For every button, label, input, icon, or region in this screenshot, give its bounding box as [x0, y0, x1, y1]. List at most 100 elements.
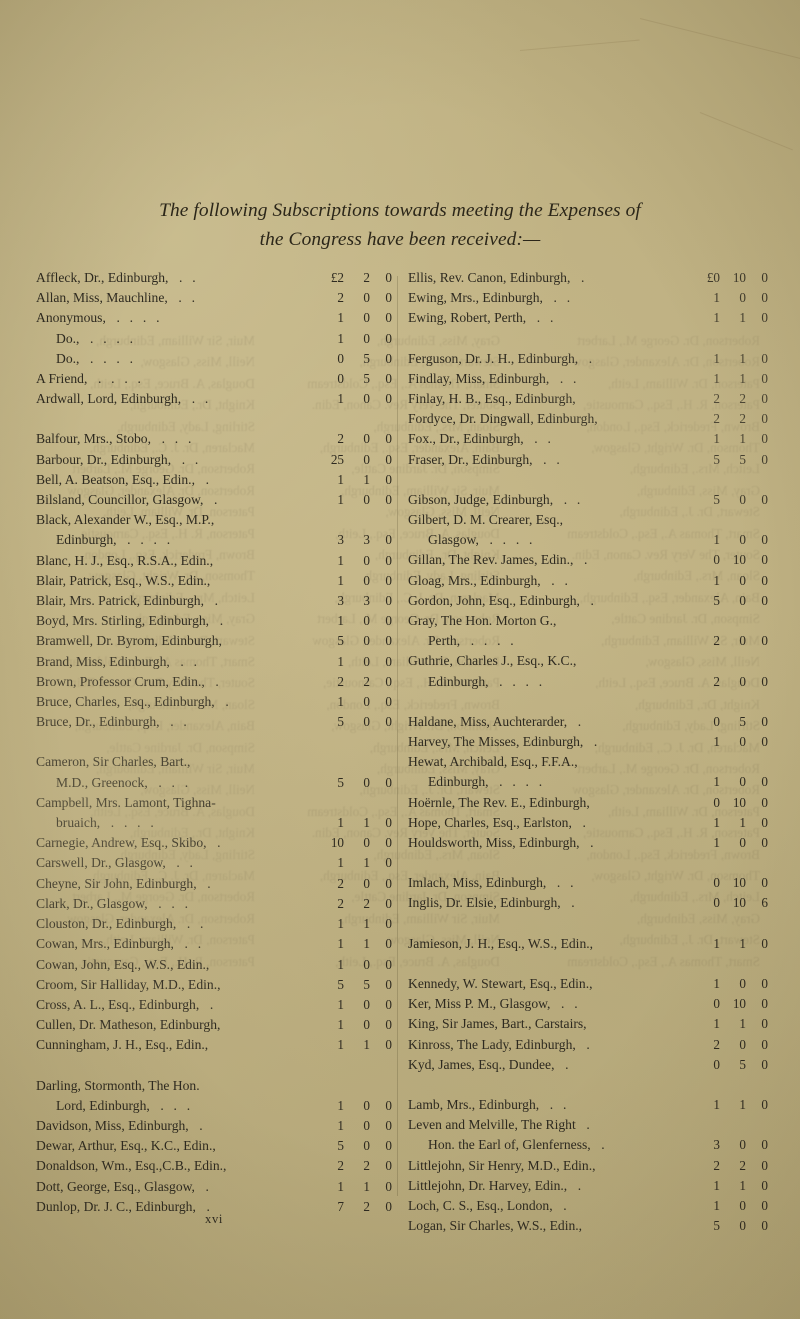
amount-pence: 0 [385, 451, 392, 467]
subscriber-name: Lord, Edinburgh, . . . [56, 1097, 194, 1113]
amount-shillings: 1 [739, 1177, 746, 1193]
amount-shillings: 2 [739, 411, 746, 427]
amount-pence: 0 [385, 633, 392, 649]
amount-pence: 0 [385, 956, 392, 972]
subscriber-name: Lamb, Mrs., Edinburgh, . . [408, 1096, 570, 1112]
subscriber-name: Harvey, The Misses, Edinburgh, . [408, 734, 601, 750]
amount-pounds: 1 [713, 814, 720, 830]
leader-dots: . . [173, 653, 201, 669]
amount-shillings: 1 [363, 916, 370, 932]
amount-pence: 0 [385, 916, 392, 932]
subscriber-name: Edinburgh, . . . . [428, 673, 546, 689]
subscriber-name: Bell, A. Beatson, Esq., Edin., . [36, 471, 213, 487]
amount-pounds [686, 1115, 720, 1135]
amount-pounds [310, 1076, 344, 1096]
amount-shillings: 10 [732, 996, 746, 1012]
amount-shillings: 10 [732, 895, 746, 911]
subscriber-name: Blanc, H. J., Esq., R.S.A., Edin., [36, 552, 214, 568]
amount-pence: 0 [385, 1017, 392, 1033]
amount-pence: 0 [761, 814, 768, 830]
amount-pounds: 1 [337, 653, 344, 669]
leader-dots: . [574, 270, 588, 285]
subscriber-name: Imlach, Miss, Edinburgh, . . [408, 875, 577, 891]
leader-dots: . [564, 895, 578, 911]
amount-pence: 0 [385, 714, 392, 730]
subscriber-name: Hon. the Earl of, Glenferness, . [428, 1137, 608, 1153]
subscriber-name: bruaich, . . . . [56, 815, 157, 831]
amount-pence: 0 [385, 371, 392, 387]
subscriber-name: Jamieson, J. H., Esq., W.S., Edin., [408, 935, 594, 951]
amount-shillings: 0 [739, 1036, 746, 1052]
amount-shillings: 2 [363, 895, 370, 911]
amount-pence: 0 [385, 1037, 392, 1053]
amount-pounds: 2 [337, 895, 344, 911]
leader-dots: . [207, 593, 222, 609]
subscriber-name: Loch, C. S., Esq., London, . [408, 1197, 570, 1213]
leader-dots: . . . . [492, 774, 546, 790]
subscriber-name: Cullen, Dr. Matheson, Edinburgh, [36, 1017, 221, 1033]
amount-pence: 0 [385, 310, 392, 326]
subscriber-name: Clouston, Dr., Edinburgh, . . [36, 916, 207, 932]
leader-dots: . [210, 835, 224, 851]
amount-pounds: 5 [337, 1138, 344, 1154]
subscriber-name: Dott, George, Esq., Glasgow, . [36, 1178, 213, 1194]
amount-pounds: 5 [337, 976, 344, 992]
leader-dots: . . [536, 451, 563, 467]
subscriber-name: Edinburgh, . . . . [428, 774, 546, 790]
subscriber-name: Do., . . . . [56, 350, 137, 366]
subscriber-name: Cheyne, Sir John, Edinburgh, . [36, 875, 214, 891]
amount-shillings: 0 [363, 996, 370, 1012]
amount-pounds: 1 [337, 694, 344, 710]
amount-shillings: 0 [363, 956, 370, 972]
amount-shillings: 2 [363, 1198, 370, 1214]
amount-shillings: 2 [363, 673, 370, 689]
leader-dots: . . . [155, 431, 195, 447]
amount-pounds: 2 [713, 391, 720, 407]
section-gap [36, 409, 392, 429]
amount-shillings: 5 [363, 371, 370, 387]
amount-pounds: 0 [713, 895, 720, 911]
amount-pence: 0 [761, 734, 768, 750]
amount-shillings: 0 [739, 532, 746, 548]
section-gap [408, 329, 768, 349]
amount-pence: 0 [761, 1218, 768, 1234]
amount-shillings: 1 [739, 1016, 746, 1032]
amount-pounds: 3 [337, 593, 344, 609]
subscription-row: Donaldson, Wm., Esq.,C.B., Edin., 2 2 0 [36, 1156, 392, 1176]
leader-dots: . [579, 1117, 593, 1133]
subscription-row: Cullen, Dr. Matheson, Edinburgh, 1 0 0 [36, 1015, 392, 1035]
column-divider-rule [397, 276, 398, 1196]
amount-pence: 0 [385, 290, 392, 306]
amount-pounds: 10 [330, 835, 344, 851]
amount-shillings: 0 [739, 835, 746, 851]
amount-pence: 0 [761, 673, 768, 689]
leader-dots: . . [553, 370, 580, 386]
amount-pence: 0 [385, 855, 392, 871]
subscriber-name: Dunlop, Dr. J. C., Edinburgh, . [36, 1198, 214, 1214]
amount-pence: 0 [761, 310, 768, 326]
amount-shillings: 2 [363, 1158, 370, 1174]
leader-dots: . . . [151, 774, 192, 790]
amount-pence: 0 [385, 1178, 392, 1194]
subscriber-name: Brown, Professor Crum, Edin., . [36, 673, 222, 689]
subscriber-name: Campbell, Mrs. Lamont, Tighna- [36, 794, 216, 810]
leader-dots: . [556, 1197, 570, 1213]
subscription-list-left: Affleck, Dr., Edinburgh, . . £2 2 0 Allan, M… [36, 268, 392, 1217]
subscriber-name: Glasgow, . . . . [428, 532, 536, 548]
subscription-row: Croom, Sir Halliday, M.D., Edin., 5 5 0 [36, 975, 392, 995]
amount-pounds: 1 [337, 1178, 344, 1194]
amount-shillings: 0 [739, 673, 746, 689]
amount-shillings [344, 510, 370, 530]
subscriber-name: Ker, Miss P. M., Glasgow, . . [408, 996, 581, 1012]
amount-pounds: 2 [713, 1036, 720, 1052]
subscriber-name: Allan, Miss, Mauchline, . . [36, 290, 199, 306]
leader-dots: . [218, 694, 232, 710]
